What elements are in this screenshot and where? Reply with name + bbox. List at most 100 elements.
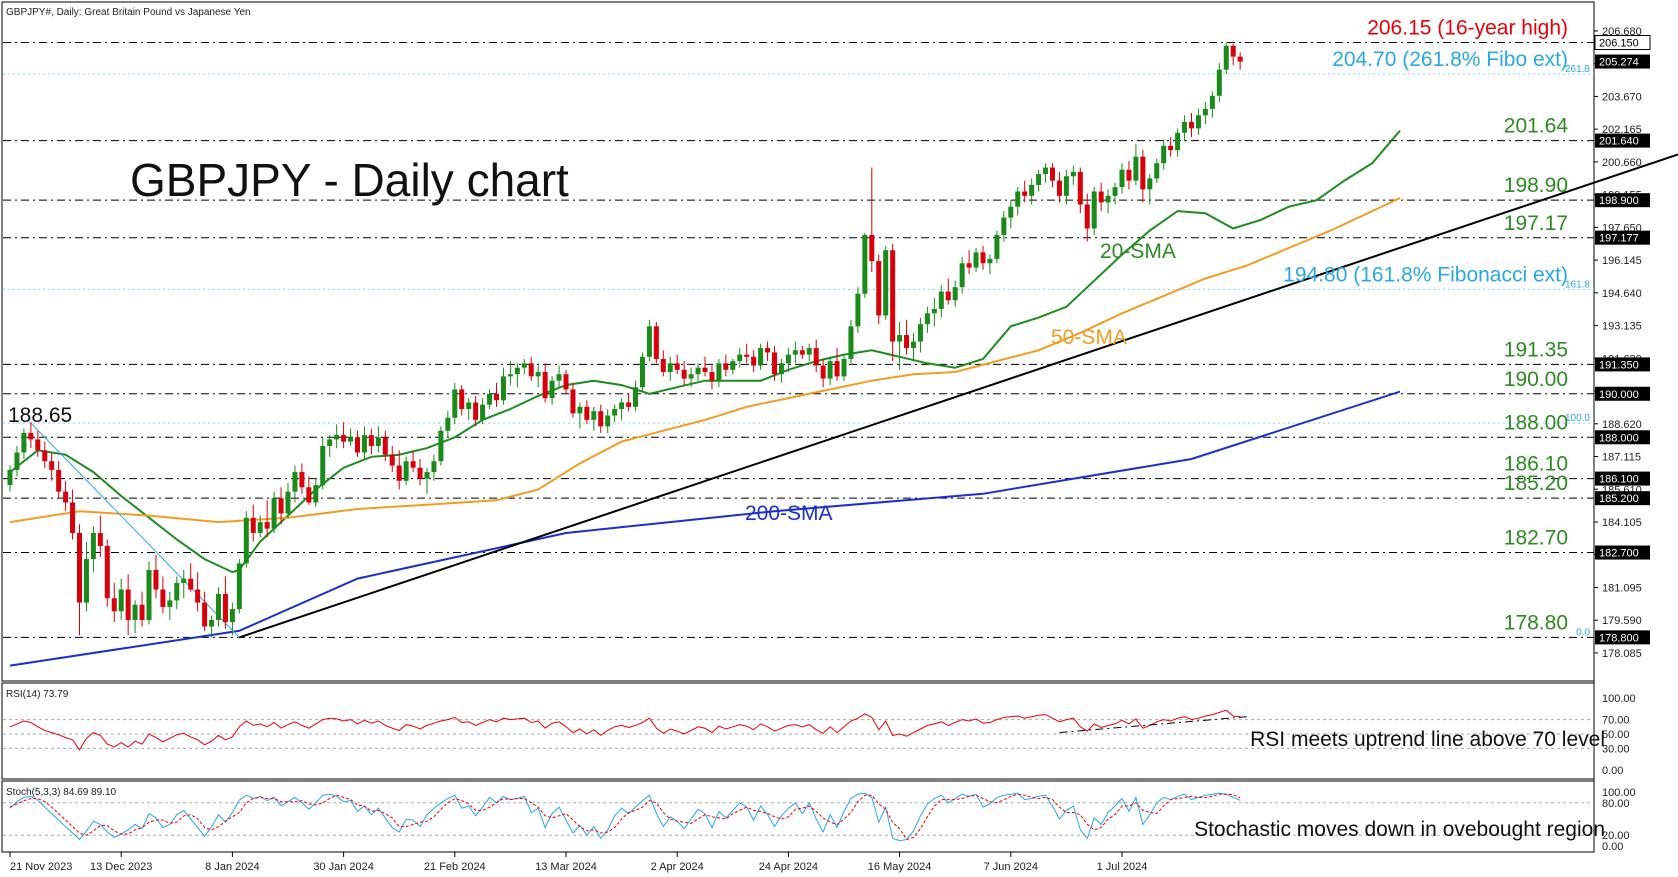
candle-body [334, 435, 340, 440]
price-tag [1595, 357, 1650, 372]
candle-body [1209, 95, 1215, 109]
candle-body [785, 354, 791, 364]
candle-body [758, 348, 764, 366]
stoch-annotation: Stochastic moves down in ovebought regio… [1194, 818, 1605, 841]
level-label: 201.64 [1504, 115, 1569, 138]
candle-body [341, 435, 347, 442]
candle-body [799, 350, 805, 355]
candle-body [28, 432, 34, 440]
level-label: 197.17 [1504, 212, 1568, 235]
date-tick-label: 7 Jun 2024 [984, 861, 1038, 873]
candle-body [236, 563, 242, 610]
candle-body [1168, 145, 1174, 151]
candle-body [1119, 169, 1125, 188]
candle-body [21, 432, 27, 453]
candle-body [584, 406, 590, 420]
price-level-labels: 206.15 (16-year high) 204.70 (261.8% Fibo… [1283, 16, 1590, 638]
rsi-line [9, 709, 1241, 751]
candle-body [146, 569, 152, 620]
price-tag-label: 198.900 [1599, 195, 1639, 207]
candle-body [417, 467, 423, 479]
candle-body [382, 437, 388, 455]
candle-body [876, 261, 882, 316]
candle-body [1223, 45, 1229, 70]
candle-body [813, 348, 819, 366]
stoch-tick-label: 20.00 [1602, 830, 1630, 842]
candle-body [56, 469, 62, 492]
candle-body [938, 291, 944, 309]
candle-body [1015, 191, 1021, 207]
candle-body [348, 437, 354, 442]
price-tag-label: 206.150 [1599, 37, 1639, 49]
candle-body [911, 341, 916, 349]
level-label: 198.90 [1504, 174, 1568, 197]
price-tag-label: 182.700 [1599, 548, 1639, 560]
candle-body [1237, 56, 1243, 62]
candle-body [827, 361, 833, 379]
candle-body [563, 374, 569, 390]
price-tag [1595, 386, 1650, 401]
price-tick-label: 179.590 [1602, 615, 1642, 627]
candle-body [660, 358, 666, 373]
price-axis: 206.680205.175203.670202.165200.660199.1… [1594, 26, 1642, 660]
candle-body [1133, 156, 1139, 181]
rsi-uptrend-line [1059, 716, 1248, 734]
date-tick-label: 21 Feb 2024 [424, 861, 486, 873]
level-label: 182.70 [1504, 527, 1568, 550]
candle-body [612, 408, 618, 416]
candle-body [153, 569, 159, 590]
candle-body [1161, 145, 1167, 164]
candle-body [605, 415, 611, 427]
candle-body [653, 326, 659, 359]
rsi-tick-label: 50.00 [1602, 729, 1630, 741]
50-sma-line [9, 197, 1401, 524]
candle-body [1029, 184, 1035, 196]
candle-body [7, 469, 13, 486]
candle-body [1140, 156, 1146, 190]
candle-body [834, 361, 840, 377]
candle-body [250, 517, 256, 533]
candle-body [994, 234, 1000, 259]
candle-body [1175, 132, 1181, 151]
price-tick-label: 188.620 [1602, 419, 1642, 431]
stoch-tick-label: 0.00 [1602, 841, 1623, 853]
candle-body [431, 461, 437, 473]
candle-body [883, 250, 889, 316]
candle-body [723, 363, 729, 370]
candle-body [570, 389, 576, 414]
candle-body [639, 356, 645, 388]
candle-body [806, 348, 812, 355]
level-label: 191.35 [1504, 338, 1568, 361]
candle-body [1154, 163, 1160, 179]
candle-body [848, 326, 854, 359]
moving-average-lines [9, 129, 1678, 667]
symbol-header: GBPJPY#, Daily: Great Britain Pound vs J… [6, 7, 251, 18]
candle-body [195, 589, 201, 603]
level-label: 186.10 [1504, 453, 1568, 476]
candle-body [104, 546, 110, 599]
candle-body [1001, 217, 1007, 235]
candle-body [181, 578, 187, 583]
candle-body [389, 454, 395, 466]
date-tick-label: 13 Mar 2024 [535, 861, 597, 873]
candle-body [320, 445, 326, 486]
200-sma-line [9, 390, 1401, 667]
candle-body [1147, 178, 1153, 190]
price-tag-label: 188.000 [1599, 432, 1639, 444]
candle-body [931, 308, 937, 314]
price-tag-label: 201.640 [1599, 136, 1639, 148]
high-annotation: 188.65 [8, 404, 72, 427]
date-tick-label: 8 Jan 2024 [205, 861, 259, 873]
date-tick-label: 16 May 2024 [868, 861, 932, 873]
level-label: 188.00 [1504, 411, 1568, 434]
price-tick-label: 187.115 [1602, 452, 1641, 464]
candle-body [445, 417, 451, 431]
price-tag-label: 190.000 [1599, 389, 1639, 401]
price-tags: 206.150 205.274 201.640 198.900 197.177 191.3… [1594, 34, 1651, 645]
candle-body [49, 461, 55, 470]
price-tick-label: 206.680 [1602, 26, 1642, 38]
candle-body [1036, 174, 1042, 185]
price-tick-label: 200.660 [1602, 157, 1642, 169]
price-tag [1595, 133, 1650, 148]
